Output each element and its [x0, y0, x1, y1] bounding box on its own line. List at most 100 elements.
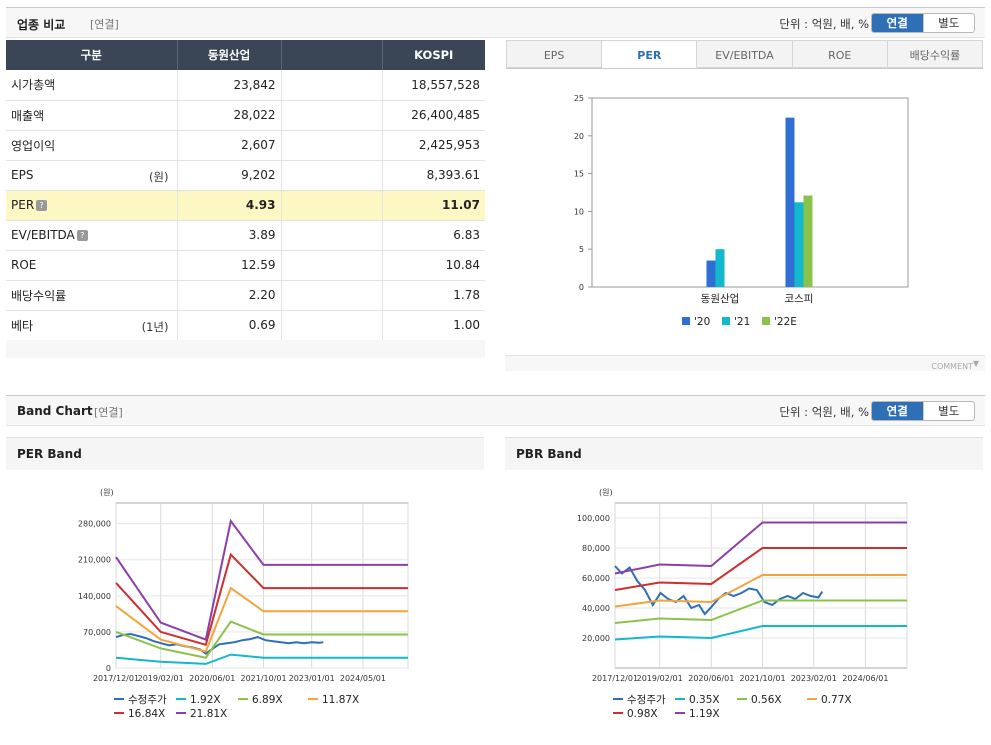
tab-roe[interactable]: ROE — [792, 40, 888, 68]
per-band-panel: PER Band (원) 0 70,000 140,000 210,000 280,000… — [6, 437, 484, 737]
series-line — [115, 552, 408, 647]
metric-tabs: EPS PER EV/EBITDA ROE 배당수익률 — [506, 40, 984, 69]
industry-compare-header: 업종 비교 [연결] 단위 : 억원, 배, % 연결 별도 — [6, 7, 985, 38]
company-value: 23,842 — [177, 70, 282, 101]
industry-value — [281, 280, 383, 311]
series-line — [614, 599, 907, 624]
company-value: 12.59 — [177, 250, 282, 281]
legend-label: 0.98X — [627, 708, 658, 720]
x-tick-label: 2017/12/01 — [93, 674, 139, 683]
row-label-text: ROE — [11, 258, 37, 272]
row-label-text: EPS — [11, 168, 34, 182]
row-label-text: 베타 — [11, 318, 34, 333]
col-header-industry — [281, 40, 383, 70]
y-axis-unit: (원) — [599, 488, 613, 497]
company-value: 0.69 — [177, 310, 282, 341]
x-tick-label: 2023/01/01 — [289, 674, 335, 683]
band-chart-basis: [연결] — [94, 406, 123, 419]
legend-label: 수정주가 — [627, 694, 666, 706]
row-label-text: EV/EBITDA — [11, 228, 75, 242]
row-label: 영업이익 — [6, 130, 178, 161]
legend-label: 0.35X — [689, 694, 720, 706]
series-line — [115, 518, 408, 641]
kospi-value: 8,393.61 — [382, 160, 485, 191]
x-tick-label: 2021/10/01 — [739, 674, 785, 683]
x-tick-label: 2020/06/01 — [688, 674, 734, 683]
toggle-separate[interactable]: 별도 — [922, 14, 975, 32]
legend-label: 0.56X — [751, 694, 782, 706]
y-tick-label: 10 — [574, 207, 584, 216]
legend-swatch — [762, 317, 770, 325]
series-line — [115, 632, 324, 655]
company-value: 3.89 — [177, 220, 282, 251]
legend-label: 11.87X — [322, 694, 359, 706]
y-tick-label: 70,000 — [83, 628, 111, 637]
toggle-consolidated[interactable]: 연결 — [872, 14, 923, 32]
legend-label: '22E — [774, 316, 797, 328]
per-band-title: PER Band — [6, 438, 484, 470]
kospi-value: 1.78 — [382, 280, 485, 311]
table-row: PER? 4.93 11.07 — [6, 190, 485, 221]
per-bar-chart: 0 5 10 15 20 25 동원산업 코스피 '20 '21 '22E — [574, 94, 909, 328]
y-tick-label: 20,000 — [582, 634, 610, 643]
x-tick-label: 2020/06/01 — [189, 674, 235, 683]
comment-label: COMMENT — [931, 362, 973, 371]
y-tick-label: 140,000 — [78, 592, 111, 601]
pbr-band-panel: PBR Band (원) 20,000 40,000 60,000 80,000 100,… — [505, 437, 983, 737]
row-label-text: PER — [11, 198, 35, 212]
company-value: 2.20 — [177, 280, 282, 311]
unit-label: 단위 : 억원, 배, % — [779, 17, 869, 31]
y-tick-label: 0 — [579, 283, 584, 292]
x-tick-label: 2019/02/01 — [637, 674, 683, 683]
band-chart-header: Band Chart [연결] 단위 : 억원, 배, % 연결 별도 — [6, 395, 985, 426]
industry-value — [281, 100, 383, 131]
legend-label: 수정주가 — [128, 694, 167, 706]
row-unit: (원) — [148, 169, 169, 184]
row-label-text: 배당수익률 — [11, 288, 67, 303]
y-axis-unit: (원) — [100, 488, 114, 497]
y-tick-label: 210,000 — [78, 556, 111, 565]
help-icon[interactable]: ? — [76, 230, 88, 241]
y-tick-label: 15 — [574, 170, 584, 179]
band-toggle-consolidated[interactable]: 연결 — [872, 402, 923, 420]
industry-value — [281, 130, 383, 161]
industry-value — [281, 250, 383, 281]
pbr-band-title: PBR Band — [505, 438, 983, 470]
series-line — [614, 625, 907, 641]
row-label-text: 매출액 — [11, 108, 45, 123]
tab-ev-ebitda[interactable]: EV/EBITDA — [697, 40, 793, 68]
kospi-value: 1.00 — [382, 310, 485, 341]
row-label: EV/EBITDA? — [6, 220, 178, 251]
industry-value — [281, 220, 383, 251]
row-unit: (1년) — [141, 319, 169, 334]
y-tick-label: 25 — [574, 94, 584, 103]
consolidation-toggle: 연결 별도 — [871, 13, 975, 33]
legend-label: 1.92X — [190, 694, 221, 706]
per-band-chart: (원) 0 70,000 140,000 210,000 280,000 2017/12/0… — [78, 488, 409, 720]
y-tick-label: 0 — [106, 664, 111, 673]
row-label-text: 영업이익 — [11, 138, 56, 153]
comment-toggle[interactable]: COMMENT ▼ — [931, 359, 979, 371]
table-row: 배당수익률 2.20 1.78 — [6, 280, 485, 311]
series-line — [115, 653, 408, 665]
x-tick-label: 2019/02/01 — [138, 674, 184, 683]
col-header-category: 구분 — [6, 40, 178, 70]
table-row: 시가총액 23,842 18,557,528 — [6, 70, 485, 101]
tab-eps[interactable]: EPS — [506, 40, 603, 68]
industry-compare-basis: [연결] — [90, 18, 119, 31]
legend-swatch — [722, 317, 730, 325]
kospi-value: 2,425,953 — [382, 130, 485, 161]
row-label: 매출액 — [6, 100, 178, 131]
table-footer-spacer — [6, 340, 485, 358]
x-tick-label: 2024/05/01 — [340, 674, 386, 683]
band-toggle-separate[interactable]: 별도 — [922, 402, 975, 420]
tab-per[interactable]: PER — [602, 40, 698, 68]
row-label: EPS (원) — [6, 160, 178, 191]
table-header-row: 구분 동원산업 KOSPI — [6, 40, 485, 70]
table-row: EPS (원) 9,202 8,393.61 — [6, 160, 485, 191]
table-row: 매출액 28,022 26,400,485 — [6, 100, 485, 131]
row-label: 시가총액 — [6, 70, 178, 101]
table-row: 영업이익 2,607 2,425,953 — [6, 130, 485, 161]
help-icon[interactable]: ? — [36, 200, 48, 211]
tab-dividend-yield[interactable]: 배당수익률 — [887, 40, 984, 68]
